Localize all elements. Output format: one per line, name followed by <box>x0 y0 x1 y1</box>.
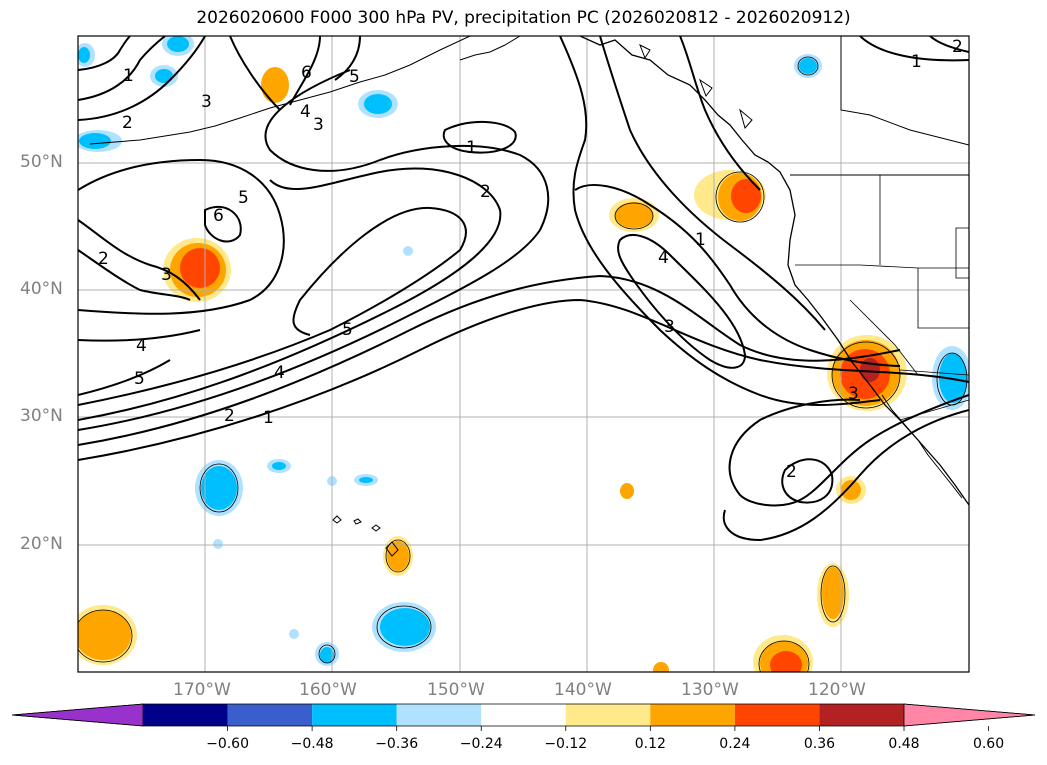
map-title: 2026020600 F000 300 hPa PV, precipitatio… <box>196 8 851 28</box>
map-frame <box>77 35 970 673</box>
lon-label-130w: 130°W <box>681 680 739 700</box>
contour-label: 5 <box>349 67 360 87</box>
colorbar-segment <box>396 704 482 726</box>
colorbar-tick-label: −0.36 <box>375 736 419 752</box>
colorbar-tick-label: −0.12 <box>544 736 588 752</box>
contour-label: 1 <box>263 408 274 428</box>
contour-label: 4 <box>136 336 147 356</box>
contour-label: 6 <box>213 206 224 226</box>
contour-label: 4 <box>300 102 311 122</box>
lon-label-150w: 150°W <box>427 680 485 700</box>
lat-label-50n: 50°N <box>20 152 63 172</box>
lon-label-140w: 140°W <box>554 680 612 700</box>
contour-label: 3 <box>201 92 212 112</box>
colorbar-segment <box>650 704 735 726</box>
contour-label: 1 <box>911 52 922 72</box>
contour-label: 6 <box>301 63 312 83</box>
colorbar-segment <box>819 704 904 726</box>
pv-contours <box>78 36 969 542</box>
colorbar-tick-label: 0.48 <box>888 736 920 752</box>
contour-label: 3 <box>848 384 859 404</box>
colorbar-outline <box>11 703 1036 727</box>
contour-label: 1 <box>123 66 134 86</box>
colorbar-extend-min <box>11 703 144 727</box>
lon-label-170w: 170°W <box>173 680 231 700</box>
contour-labels: 1 2 3 6 5 4 3 1 2 5 6 2 3 4 5 5 4 2 1 1 … <box>98 37 963 482</box>
contour-label: 2 <box>952 37 963 57</box>
contour-label: 5 <box>134 369 145 389</box>
contour-label: 2 <box>480 182 491 202</box>
colorbar-segment <box>565 704 651 726</box>
colorbar-tick-label: −0.48 <box>290 736 334 752</box>
contour-label: 4 <box>658 248 669 268</box>
colorbar-segment <box>734 704 820 726</box>
contour-label: 1 <box>695 230 706 250</box>
colorbar-tick-label: 0.36 <box>803 736 836 752</box>
lon-label-120w: 120°W <box>808 680 866 700</box>
contour-label: 2 <box>224 406 235 426</box>
contour-label: 5 <box>238 188 249 208</box>
colorbar-segment <box>227 704 313 726</box>
colorbar-segment <box>312 704 397 726</box>
contour-label: 5 <box>342 320 353 340</box>
lat-label-20n: 20°N <box>20 534 63 554</box>
colorbar <box>11 703 1036 731</box>
colorbar-segment <box>143 704 228 726</box>
contour-label: 3 <box>664 317 675 337</box>
coastlines <box>89 36 969 557</box>
precip-outlines <box>78 56 968 672</box>
colorbar-tick-label: 0.24 <box>719 736 751 752</box>
lat-label-40n: 40°N <box>20 279 63 299</box>
contour-label: 3 <box>313 115 324 135</box>
contour-label: 2 <box>98 249 109 269</box>
colorbar-tick-label: −0.60 <box>206 736 249 752</box>
colorbar-segment <box>481 704 566 726</box>
graticule <box>78 36 969 672</box>
lat-label-30n: 30°N <box>20 406 63 426</box>
contour-label: 2 <box>122 113 133 133</box>
colorbar-extend-max <box>903 703 1036 727</box>
contour-label: 3 <box>161 265 172 285</box>
colorbar-tick-label: 0.60 <box>972 736 1005 752</box>
contour-label: 4 <box>274 363 285 383</box>
contour-label: 2 <box>786 462 797 482</box>
contour-label: 1 <box>466 138 477 158</box>
lon-label-160w: 160°W <box>299 680 357 700</box>
colorbar-tick-label: −0.24 <box>459 736 503 752</box>
colorbar-tick-label: 0.12 <box>634 736 666 752</box>
